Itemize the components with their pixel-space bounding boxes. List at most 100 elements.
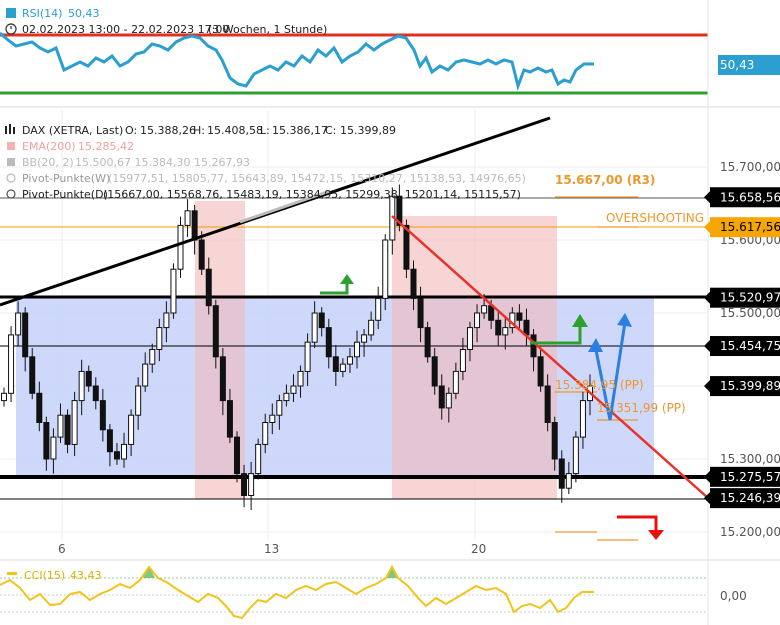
price-tag-pointer <box>704 492 710 505</box>
pivot-pp2-label: 15.351,99 (PP) <box>597 401 686 415</box>
candle-body <box>459 349 466 372</box>
candle-body <box>36 392 43 423</box>
candle-body <box>205 268 212 307</box>
x-tick-label: 13 <box>264 542 279 556</box>
price-tag <box>710 466 780 487</box>
candle-body <box>85 370 92 387</box>
price-tags: 15.658,56 15.617,56 15.520,97 15.454,75 15.3… <box>704 187 780 509</box>
candle-body <box>332 356 339 372</box>
candle-body <box>530 334 537 358</box>
candle-body <box>43 422 50 460</box>
candle-body <box>523 319 530 336</box>
candle-body <box>177 224 184 270</box>
candle-body <box>78 370 85 402</box>
ohlc-open-label: O: <box>125 124 137 137</box>
x-tick-label: 20 <box>471 542 486 556</box>
price-tag-pointer <box>704 470 710 483</box>
rsi-legend: RSI(14) 50,43 02.02.2023 13:00 - 22.02.2… <box>5 7 327 36</box>
price-tag <box>710 488 780 509</box>
candle-body <box>565 473 572 489</box>
candle-body <box>537 356 544 387</box>
cci-panel: 0,00 CCI(15) 43,43 <box>0 564 747 620</box>
cci-title: CCI(15) <box>24 569 65 582</box>
candle-body <box>269 414 276 424</box>
pivot-r3-label: 15.667,00 (R3) <box>555 173 655 187</box>
main-chart: 15.667,00 (R3) OVERSHOOTING 15.384,95 (P… <box>0 110 780 556</box>
ema-value: 15.285,42 <box>78 140 134 153</box>
candle-body <box>572 436 579 475</box>
uptrend-line-grey-segment <box>239 189 331 224</box>
price-tag-pointer <box>704 191 710 204</box>
cci-peak-fill-1 <box>143 566 155 578</box>
candle-body <box>445 392 452 409</box>
candle-body <box>297 370 304 387</box>
candle-body <box>290 385 297 394</box>
y-tick-label: 15.200,00 <box>720 525 780 539</box>
candle-body <box>544 385 551 423</box>
ohlc-high-label: H: <box>193 124 205 137</box>
candle-body <box>92 385 99 402</box>
candle-body <box>226 400 233 438</box>
candle-body <box>466 327 473 351</box>
ohlc-high: 15.408,58 <box>207 124 263 137</box>
candle-body <box>29 356 36 394</box>
candle-body <box>579 400 586 438</box>
candle-body <box>121 443 128 460</box>
main-legend: DAX (XETRA, Last) O: 15.388,26 H: 15.408… <box>5 124 526 201</box>
candle-body <box>64 414 71 445</box>
candle-body <box>354 341 361 358</box>
candles-icon <box>5 124 15 134</box>
pivot-d-values: (15667,00, 15568,76, 15483,19, 15384,95,… <box>103 188 521 201</box>
candle-body <box>339 363 346 372</box>
rsi-range: (3 Wochen, 1 Stunde) <box>208 23 327 36</box>
pivot-w-icon <box>6 173 16 183</box>
ohlc-close-label: C: <box>325 124 336 137</box>
candles <box>1 184 593 511</box>
price-tag-pointer <box>704 380 710 393</box>
cci-value: 43,43 <box>70 569 102 582</box>
candle-body <box>106 429 113 453</box>
ohlc-open: 15.388,26 <box>140 124 196 137</box>
overshooting-label: OVERSHOOTING <box>606 211 704 225</box>
ohlc-low: 15.386,17 <box>272 124 328 137</box>
bb-swatch-icon <box>7 158 15 166</box>
candle-body <box>375 297 382 321</box>
rsi-value-tag <box>718 55 780 75</box>
pivot-d-name: Pivot-Punkte(D) <box>22 188 108 201</box>
rsi-panel: 50,43 RSI(14) 50,43 02.02.2023 13:00 - 2… <box>0 7 780 95</box>
candle-body <box>382 239 389 299</box>
candle-body <box>396 195 403 226</box>
candle-body <box>248 473 255 497</box>
green-arrow-2 <box>530 314 588 345</box>
price-tag <box>710 187 780 208</box>
candle-body <box>241 473 248 497</box>
ohlc-close: 15.399,89 <box>340 124 396 137</box>
candle-body <box>346 356 353 365</box>
candle-body <box>502 327 509 336</box>
candle-body <box>163 312 170 329</box>
candle-body <box>8 334 15 394</box>
red-arrow <box>617 515 664 540</box>
y-tick-label: 15.700,00 <box>720 160 780 174</box>
candle-body <box>311 312 318 343</box>
candle-body <box>198 239 205 270</box>
candle-body <box>495 319 502 336</box>
candle-body <box>452 370 459 394</box>
candle-body <box>516 312 523 321</box>
pivot-pp1-label: 15.384,95 (PP) <box>555 378 644 392</box>
candle-body <box>156 327 163 351</box>
candle-body <box>474 312 481 329</box>
candle-body <box>410 268 417 299</box>
ema-name: EMA(200) <box>22 140 76 153</box>
candle-body <box>431 356 438 387</box>
price-tag <box>710 217 780 238</box>
candle-body <box>113 451 120 460</box>
rsi-value-tag-label: 50,43 <box>720 58 754 72</box>
candle-body <box>135 385 142 416</box>
candle-body <box>325 327 332 358</box>
rsi-legend-swatch-icon <box>6 8 16 18</box>
price-tag-label: 15.275,57 <box>720 470 780 484</box>
cci-peak-fill-2 <box>386 566 398 578</box>
green-arrow-1 <box>320 274 354 295</box>
